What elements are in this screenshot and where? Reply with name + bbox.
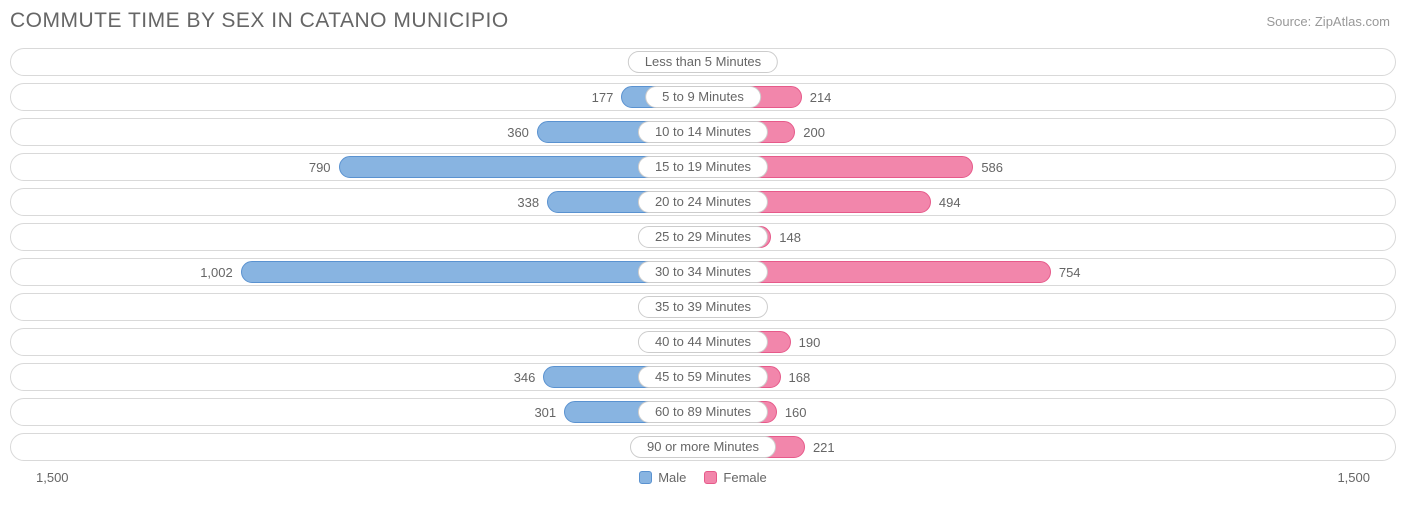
value-female: 754 [1059,259,1081,287]
category-label: 90 or more Minutes [630,436,776,458]
value-female: 200 [803,119,825,147]
chart-row: Less than 5 Minutes80 [10,48,1396,76]
value-male: 177 [592,84,614,112]
chart-header: COMMUTE TIME BY SEX IN CATANO MUNICIPIO … [10,4,1396,38]
chart-row: 30 to 34 Minutes 1,002 754 [10,258,1396,286]
value-female: 221 [813,434,835,462]
category-label: 35 to 39 Minutes [638,296,768,318]
value-female: 190 [799,329,821,357]
category-label: 15 to 19 Minutes [638,156,768,178]
value-female: 214 [810,84,832,112]
legend-item-male: Male [639,470,686,485]
chart-row: 40 to 44 Minutes20190 [10,328,1396,356]
value-female: 494 [939,189,961,217]
legend-item-female: Female [704,470,766,485]
chart-title: COMMUTE TIME BY SEX IN CATANO MUNICIPIO [10,9,509,33]
bar-male [241,261,703,283]
chart-rows: Less than 5 Minutes80 5 to 9 Minutes 177 21… [10,48,1396,461]
chart-row: 60 to 89 Minutes 301 160 [10,398,1396,426]
value-female: 168 [789,364,811,392]
category-label: 10 to 14 Minutes [638,121,768,143]
legend-label-male: Male [658,470,686,485]
category-label: 60 to 89 Minutes [638,401,768,423]
value-female: 160 [785,399,807,427]
chart-row: 5 to 9 Minutes 177 214 [10,83,1396,111]
chart-row: 10 to 14 Minutes 360 200 [10,118,1396,146]
chart-row: 25 to 29 Minutes88148 [10,223,1396,251]
value-male: 338 [517,189,539,217]
value-male: 1,002 [200,259,233,287]
category-label: Less than 5 Minutes [628,51,778,73]
chart-row: 20 to 24 Minutes 338 494 [10,188,1396,216]
legend: Male Female [639,470,767,485]
value-male: 790 [309,154,331,182]
axis-max-left: 1,500 [36,470,69,485]
chart-container: COMMUTE TIME BY SEX IN CATANO MUNICIPIO … [0,0,1406,523]
chart-row: 15 to 19 Minutes 790 586 [10,153,1396,181]
value-female: 586 [981,154,1003,182]
value-female: 148 [779,224,801,252]
value-male: 301 [534,399,556,427]
legend-label-female: Female [723,470,766,485]
legend-swatch-male [639,471,652,484]
legend-swatch-female [704,471,717,484]
value-male: 360 [507,119,529,147]
category-label: 20 to 24 Minutes [638,191,768,213]
value-male: 346 [514,364,536,392]
axis-max-right: 1,500 [1337,470,1370,485]
chart-row: 90 or more Minutes86221 [10,433,1396,461]
chart-footer: 1,500 Male Female 1,500 [10,468,1396,485]
category-label: 5 to 9 Minutes [645,86,761,108]
chart-row: 45 to 59 Minutes 346 168 [10,363,1396,391]
category-label: 40 to 44 Minutes [638,331,768,353]
category-label: 30 to 34 Minutes [638,261,768,283]
chart-source: Source: ZipAtlas.com [1266,14,1390,29]
category-label: 25 to 29 Minutes [638,226,768,248]
chart-row: 35 to 39 Minutes6663 [10,293,1396,321]
category-label: 45 to 59 Minutes [638,366,768,388]
